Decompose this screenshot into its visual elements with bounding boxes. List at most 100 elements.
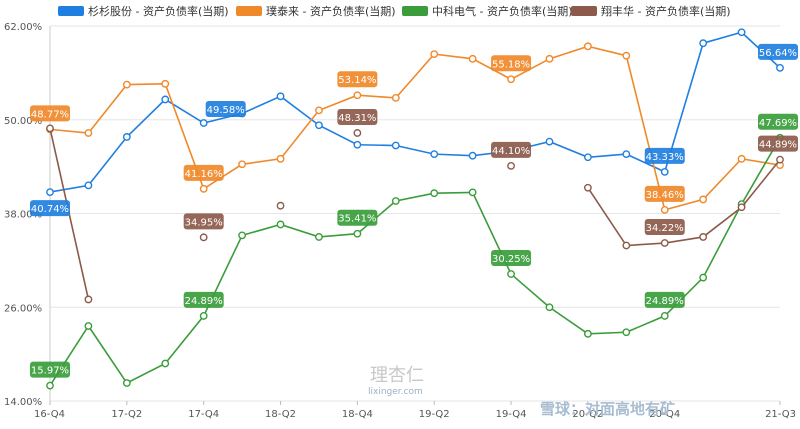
data-point[interactable] [776, 155, 784, 164]
data-point[interactable] [353, 229, 362, 238]
data-point[interactable] [276, 154, 285, 163]
data-point[interactable] [391, 93, 400, 102]
data-point[interactable] [430, 50, 439, 59]
watermark-lixinger-cn: 理杏仁 [370, 365, 424, 386]
data-point[interactable] [468, 54, 477, 63]
data-point[interactable] [699, 39, 708, 48]
data-label: 40.74% [30, 200, 70, 217]
data-point[interactable] [468, 188, 477, 197]
data-point[interactable] [583, 183, 592, 192]
series-line [49, 31, 781, 193]
data-point[interactable] [583, 42, 592, 51]
data-point[interactable] [622, 150, 631, 159]
data-point[interactable] [660, 167, 669, 176]
data-point[interactable] [622, 328, 631, 337]
data-point[interactable] [276, 92, 285, 101]
data-point[interactable] [699, 273, 708, 282]
data-point[interactable] [737, 154, 746, 163]
data-point[interactable] [737, 203, 746, 212]
data-point[interactable] [315, 233, 323, 241]
legend-item[interactable]: 翔丰华 - 资产负债率(当期) [571, 4, 731, 18]
data-point[interactable] [276, 220, 285, 229]
data-point[interactable] [161, 359, 170, 368]
data-point[interactable] [699, 195, 708, 204]
data-label: 34.22% [644, 219, 685, 236]
data-point[interactable] [315, 121, 323, 130]
data-point[interactable] [46, 381, 54, 390]
data-point[interactable] [353, 91, 362, 100]
data-point[interactable] [507, 75, 515, 84]
data-point[interactable] [161, 79, 170, 88]
data-point[interactable] [545, 54, 554, 63]
data-point[interactable] [84, 181, 93, 190]
x-tick-label: 21-Q3 [765, 409, 796, 420]
data-point[interactable] [46, 124, 54, 133]
data-point[interactable] [583, 153, 592, 162]
x-tick-label: 19-Q2 [419, 409, 450, 420]
y-tick-label: 50.00% [4, 116, 42, 127]
legend-item[interactable]: 杉杉股份 - 资产负债率(当期) [58, 4, 229, 18]
data-label-box [183, 164, 224, 181]
data-label-box [758, 135, 798, 152]
data-point[interactable] [353, 140, 362, 149]
data-point[interactable] [545, 137, 554, 146]
y-tick-label: 38.00% [4, 210, 42, 221]
legend-label: 杉杉股份 - 资产负债率(当期) [88, 4, 229, 18]
data-point[interactable] [199, 119, 208, 127]
data-point[interactable] [84, 129, 93, 137]
data-point[interactable] [622, 241, 631, 250]
legend-swatch [402, 6, 428, 16]
data-label-box [30, 105, 70, 122]
data-point[interactable] [238, 160, 247, 169]
data-point[interactable] [507, 270, 515, 278]
data-point[interactable] [391, 197, 400, 205]
data-point[interactable] [430, 189, 439, 198]
data-label-text: 40.74% [31, 204, 69, 215]
data-point[interactable] [660, 239, 669, 247]
data-point[interactable] [545, 303, 554, 312]
data-point[interactable] [660, 206, 669, 214]
data-point[interactable] [699, 233, 708, 241]
data-point[interactable] [84, 295, 93, 304]
data-point[interactable] [353, 129, 362, 137]
x-tick-label: 18-Q4 [342, 409, 373, 420]
data-point[interactable] [199, 184, 208, 193]
data-point[interactable] [46, 188, 54, 196]
data-point[interactable] [84, 322, 93, 330]
data-label-box [491, 141, 532, 158]
data-label-box [491, 55, 532, 72]
legend-item[interactable]: 璞泰来 - 资产负债率(当期) [236, 4, 396, 18]
data-point[interactable] [776, 63, 784, 72]
data-point[interactable] [507, 161, 515, 170]
legend-label: 翔丰华 - 资产负债率(当期) [601, 4, 731, 18]
data-point[interactable] [660, 312, 669, 320]
data-point[interactable] [199, 233, 208, 242]
data-point[interactable] [199, 312, 208, 320]
data-label-box [644, 219, 685, 236]
data-point[interactable] [391, 141, 400, 150]
data-point[interactable] [122, 80, 131, 89]
data-label-box [183, 213, 224, 230]
data-point[interactable] [161, 95, 170, 104]
legend-item[interactable]: 中科电气 - 资产负债率(当期) [402, 4, 573, 18]
data-point[interactable] [122, 379, 131, 387]
series [46, 28, 784, 196]
data-label-text: 47.69% [759, 118, 797, 129]
data-point[interactable] [583, 329, 592, 338]
data-point[interactable] [468, 151, 477, 160]
x-tick-label: 20-Q4 [649, 409, 680, 420]
data-label: 49.58% [205, 101, 246, 118]
data-label-text: 53.14% [338, 75, 376, 86]
data-point[interactable] [430, 150, 439, 159]
data-label-box [644, 291, 685, 308]
data-point[interactable] [737, 28, 746, 37]
data-point[interactable] [122, 133, 131, 141]
data-point[interactable] [276, 201, 285, 210]
data-point[interactable] [622, 51, 631, 60]
data-point[interactable] [315, 106, 323, 115]
data-label-box [491, 250, 532, 267]
data-point[interactable] [238, 231, 247, 240]
legend[interactable]: 杉杉股份 - 资产负债率(当期) 璞泰来 - 资产负债率(当期) 中科电气 - 资产… [58, 4, 731, 18]
series-line [587, 159, 781, 247]
